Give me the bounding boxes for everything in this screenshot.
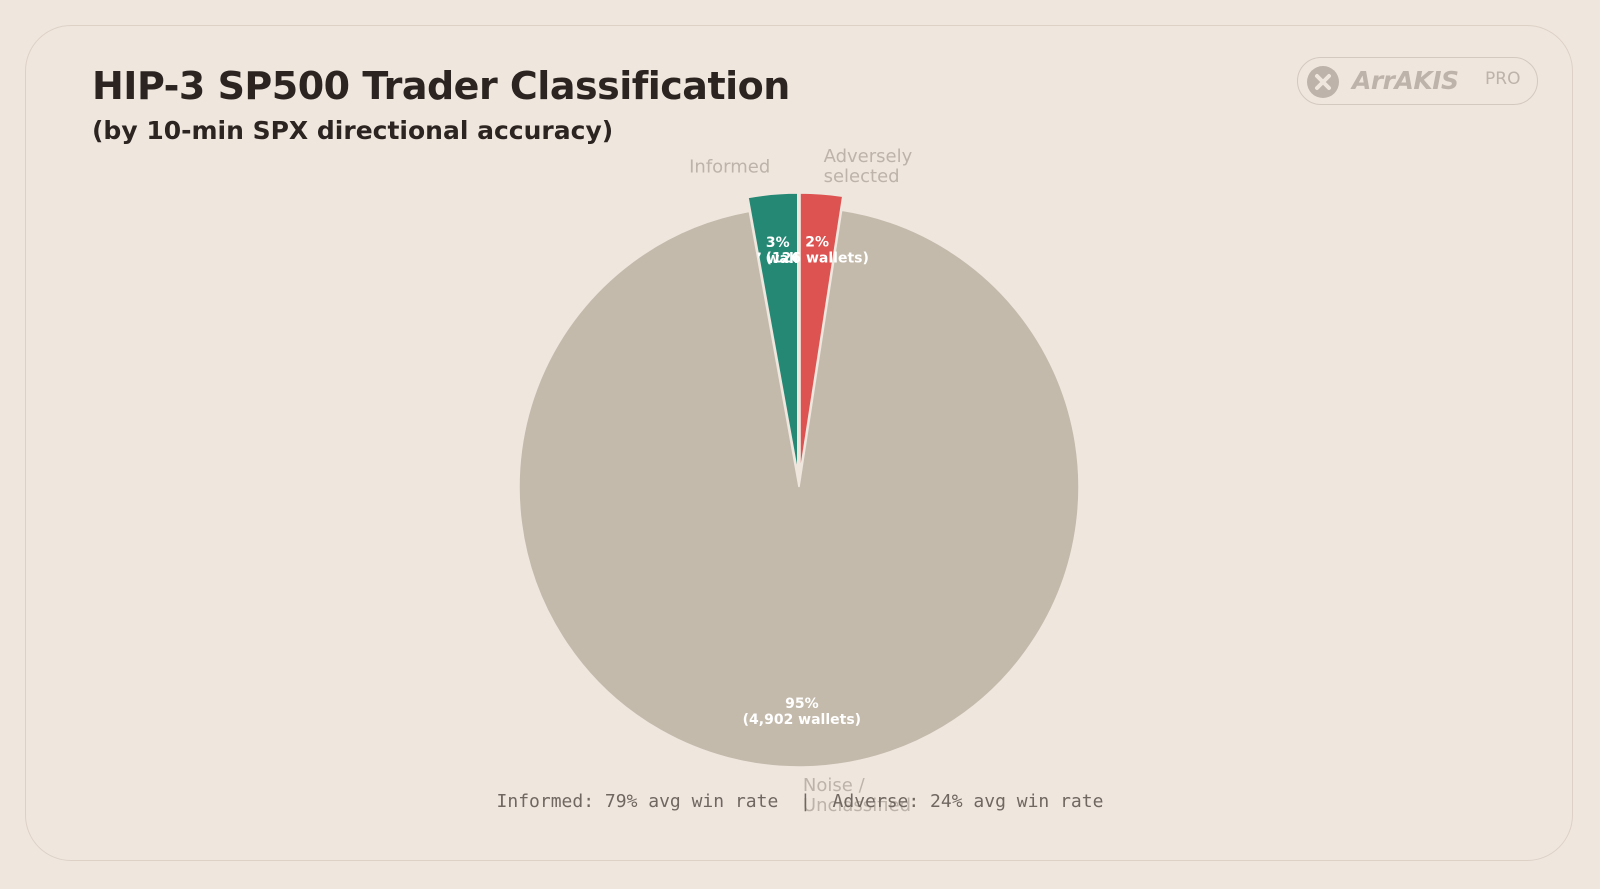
footer-adverse-note: Adverse: 24% avg win rate: [832, 791, 1104, 812]
pie-category-label-noise-unclassified-line-2: Unclassified: [803, 795, 911, 816]
chart-card: [25, 25, 1573, 861]
footer-note: Informed: 79% avg win rate | Adverse: 24…: [0, 791, 1600, 812]
chart-subtitle: (by 10-min SPX directional accuracy): [92, 116, 614, 145]
brand-logo: ArrAKIS PRO: [1297, 57, 1538, 105]
pie-category-label-adversely-selected-line-1: Adversely: [824, 146, 913, 167]
pie-category-label-noise-unclassified-line-1: Noise /: [803, 775, 866, 796]
chart-title: HIP-3 SP500 Trader Classification: [92, 64, 790, 108]
pie-slice-noise-unclassified: [518, 209, 1080, 768]
brand-name: ArrAKIS: [1352, 66, 1459, 95]
pie-category-label-informed: Informed: [689, 156, 770, 177]
pie-data-label-adversely-selected-percent: 2%: [805, 235, 829, 251]
pie-category-label-adversely-selected-line-2: selected: [824, 166, 900, 187]
brand-badge: PRO: [1485, 69, 1521, 89]
footer-separator: |: [799, 791, 811, 812]
close-x-icon: [1307, 66, 1339, 98]
pie-data-label-adversely-selected-count: (126 wallets): [765, 251, 868, 267]
pie-slice-informed: [747, 192, 799, 474]
pie-data-label-noise-unclassified-count: (4,902 wallets): [743, 712, 861, 728]
pie-data-label-noise-unclassified-percent: 95%: [785, 696, 819, 712]
footer-informed-note: Informed: 79% avg win rate: [496, 791, 779, 812]
pie-slice-adversely-selected: [799, 192, 844, 474]
pie-data-label-informed-percent: 3%: [766, 235, 790, 251]
